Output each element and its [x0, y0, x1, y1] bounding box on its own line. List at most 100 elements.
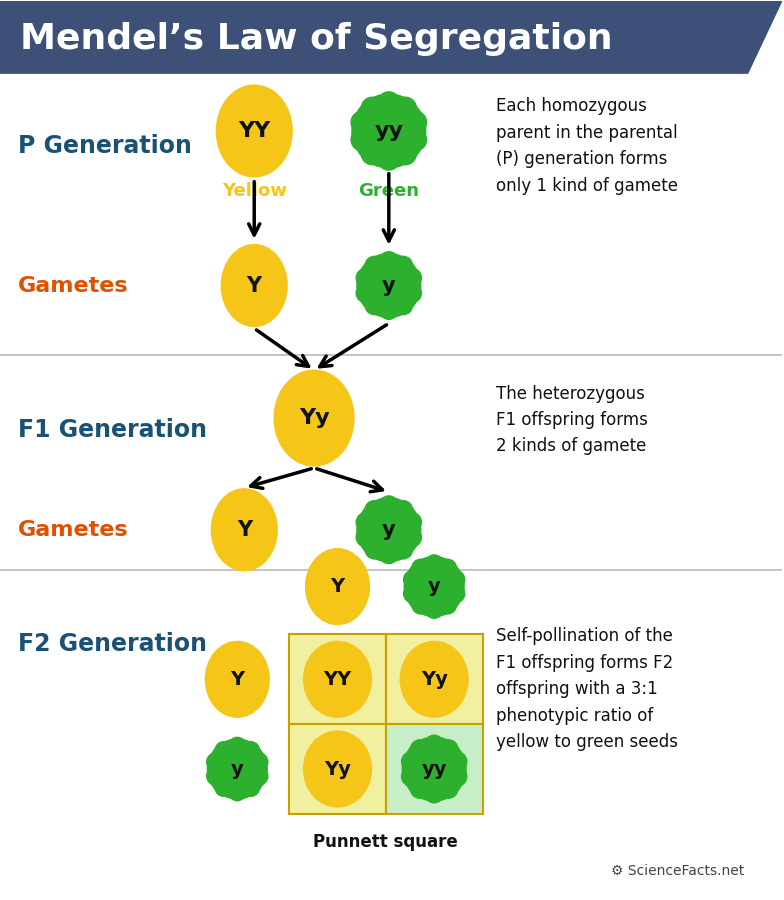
- Circle shape: [425, 600, 443, 618]
- Circle shape: [438, 559, 456, 577]
- Text: y: y: [231, 760, 244, 778]
- Bar: [289, 724, 386, 814]
- Circle shape: [365, 540, 384, 559]
- Text: yy: yy: [422, 760, 447, 778]
- Text: Gametes: Gametes: [18, 275, 129, 295]
- Circle shape: [402, 284, 422, 302]
- Circle shape: [404, 585, 422, 603]
- Text: Gametes: Gametes: [18, 520, 129, 540]
- Circle shape: [410, 740, 430, 759]
- Circle shape: [425, 784, 444, 803]
- Circle shape: [356, 268, 376, 288]
- Text: Mendel’s Law of Segregation: Mendel’s Law of Segregation: [20, 22, 612, 57]
- Circle shape: [394, 97, 416, 120]
- Text: Yy: Yy: [324, 760, 351, 778]
- Circle shape: [447, 585, 465, 603]
- Circle shape: [241, 742, 260, 760]
- Circle shape: [241, 778, 260, 796]
- Text: Y: Y: [247, 275, 262, 295]
- Text: Yy: Yy: [299, 408, 329, 428]
- Circle shape: [402, 527, 422, 547]
- Circle shape: [365, 256, 384, 275]
- Circle shape: [250, 767, 268, 785]
- Text: Yy: Yy: [421, 670, 448, 688]
- Text: Each homozygous
parent in the parental
(P) generation forms
only 1 kind of gamet: Each homozygous parent in the parental (…: [496, 97, 678, 194]
- Circle shape: [351, 129, 373, 150]
- Circle shape: [228, 783, 246, 801]
- Circle shape: [438, 596, 456, 614]
- Text: yy: yy: [374, 121, 403, 141]
- Text: Punnett square: Punnett square: [314, 832, 458, 850]
- Circle shape: [402, 268, 422, 288]
- Circle shape: [401, 752, 421, 771]
- Circle shape: [207, 753, 225, 771]
- Bar: [386, 724, 482, 814]
- Text: F2 Generation: F2 Generation: [18, 633, 207, 656]
- Circle shape: [394, 142, 416, 165]
- Circle shape: [402, 737, 466, 801]
- Text: Y: Y: [330, 577, 344, 596]
- Circle shape: [357, 498, 421, 562]
- Bar: [289, 634, 386, 725]
- Circle shape: [356, 527, 376, 547]
- Circle shape: [215, 742, 233, 760]
- Ellipse shape: [212, 489, 278, 571]
- Ellipse shape: [401, 642, 468, 717]
- Circle shape: [412, 559, 430, 577]
- Text: ⚙ ScienceFacts.net: ⚙ ScienceFacts.net: [612, 864, 744, 878]
- Text: F1 Generation: F1 Generation: [18, 418, 207, 442]
- Text: Green: Green: [358, 182, 419, 200]
- Text: YY: YY: [323, 670, 351, 688]
- Ellipse shape: [303, 731, 372, 807]
- Circle shape: [394, 295, 412, 315]
- Circle shape: [439, 740, 458, 759]
- Circle shape: [250, 753, 268, 771]
- Circle shape: [352, 94, 426, 168]
- Circle shape: [351, 112, 373, 133]
- Text: The heterozygous
F1 offspring forms
2 kinds of gamete: The heterozygous F1 offspring forms 2 ki…: [496, 384, 648, 455]
- Circle shape: [361, 142, 383, 165]
- Circle shape: [361, 97, 383, 120]
- Ellipse shape: [216, 86, 292, 176]
- Text: P Generation: P Generation: [18, 134, 192, 158]
- Circle shape: [410, 779, 430, 798]
- Circle shape: [412, 596, 430, 614]
- Circle shape: [394, 500, 412, 519]
- Text: y: y: [382, 520, 396, 540]
- Circle shape: [379, 252, 398, 271]
- Circle shape: [402, 513, 422, 532]
- Circle shape: [425, 735, 444, 754]
- Text: Y: Y: [230, 670, 245, 688]
- Circle shape: [379, 301, 398, 320]
- Circle shape: [439, 779, 458, 798]
- Ellipse shape: [205, 642, 269, 717]
- Circle shape: [447, 571, 465, 589]
- Circle shape: [228, 737, 246, 755]
- Ellipse shape: [221, 245, 287, 327]
- Circle shape: [425, 555, 443, 572]
- Circle shape: [378, 148, 400, 170]
- Text: Y: Y: [237, 520, 252, 540]
- Circle shape: [404, 571, 422, 589]
- Circle shape: [405, 557, 464, 617]
- Text: y: y: [428, 577, 441, 596]
- Text: y: y: [382, 275, 396, 295]
- Circle shape: [394, 540, 412, 559]
- Circle shape: [365, 295, 384, 315]
- Circle shape: [365, 500, 384, 519]
- Ellipse shape: [303, 642, 372, 717]
- Circle shape: [378, 92, 400, 114]
- Circle shape: [207, 739, 267, 799]
- Circle shape: [448, 767, 466, 786]
- Bar: [386, 634, 482, 725]
- Circle shape: [356, 284, 376, 302]
- Circle shape: [405, 112, 426, 133]
- Ellipse shape: [274, 370, 354, 466]
- Ellipse shape: [306, 549, 369, 625]
- Circle shape: [357, 254, 421, 318]
- Circle shape: [215, 778, 233, 796]
- Polygon shape: [0, 2, 782, 73]
- Circle shape: [207, 767, 225, 785]
- Circle shape: [356, 513, 376, 532]
- Circle shape: [379, 496, 398, 515]
